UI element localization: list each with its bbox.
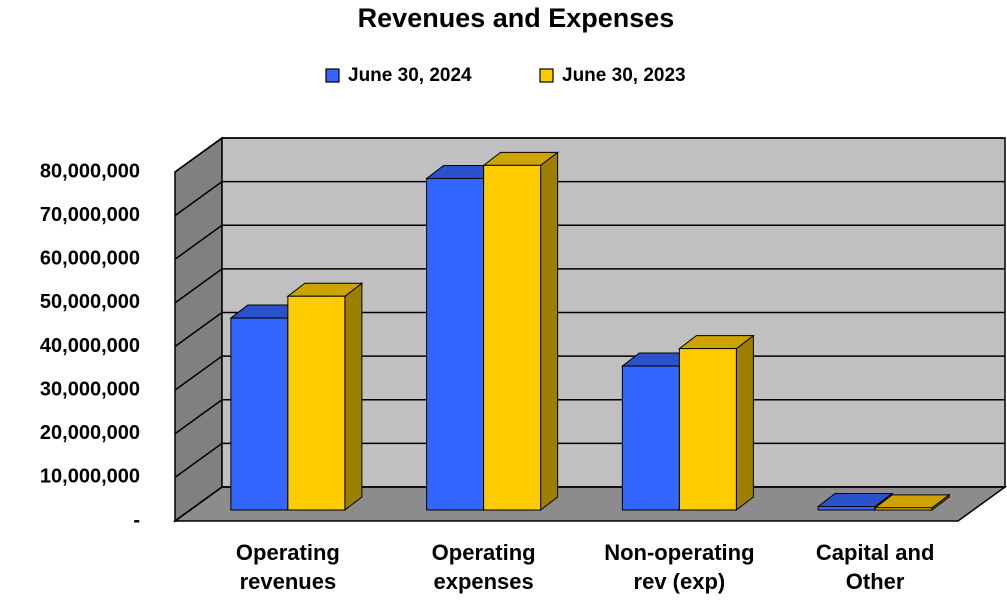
y-tick-label: 60,000,000	[40, 248, 140, 270]
bar	[817, 506, 876, 511]
x-tick-label: Capital and Other	[815, 540, 935, 594]
grid-line	[174, 137, 1005, 173]
y-tick-label: 40,000,000	[40, 335, 140, 357]
x-tick-label: Non-operating rev (exp)	[604, 540, 755, 594]
grid-line	[174, 180, 1005, 217]
y-tick-label: 10,000,000	[40, 466, 140, 488]
y-tick-label: 50,000,000	[40, 291, 140, 313]
y-tick-label: 80,000,000	[40, 160, 140, 182]
y-tick-label: 20,000,000	[40, 422, 140, 444]
bar	[230, 317, 289, 511]
bar	[426, 177, 485, 511]
bar	[483, 164, 542, 511]
grid-line	[174, 268, 1005, 304]
x-tick-label: Operating expenses	[431, 540, 536, 594]
y-tick-label: 70,000,000	[40, 204, 140, 226]
bar	[678, 348, 737, 511]
legend-label: June 30, 2024	[348, 65, 472, 86]
legend-label: June 30, 2023	[562, 65, 686, 86]
legend-swatch	[539, 68, 554, 83]
chart-title: Revenues and Expenses	[358, 3, 675, 33]
y-tick-label: -	[133, 509, 140, 531]
y-tick-label: 30,000,000	[40, 378, 140, 400]
bar-side	[735, 334, 754, 512]
grid-line	[174, 311, 1005, 348]
x-tick-label: Operating revenues	[235, 540, 340, 594]
bar-side	[540, 151, 559, 512]
legend-swatch	[325, 68, 340, 83]
bar	[874, 507, 933, 511]
bar	[621, 365, 680, 511]
bar	[287, 295, 346, 511]
bar-side	[344, 282, 363, 512]
grid-line	[174, 224, 1005, 260]
